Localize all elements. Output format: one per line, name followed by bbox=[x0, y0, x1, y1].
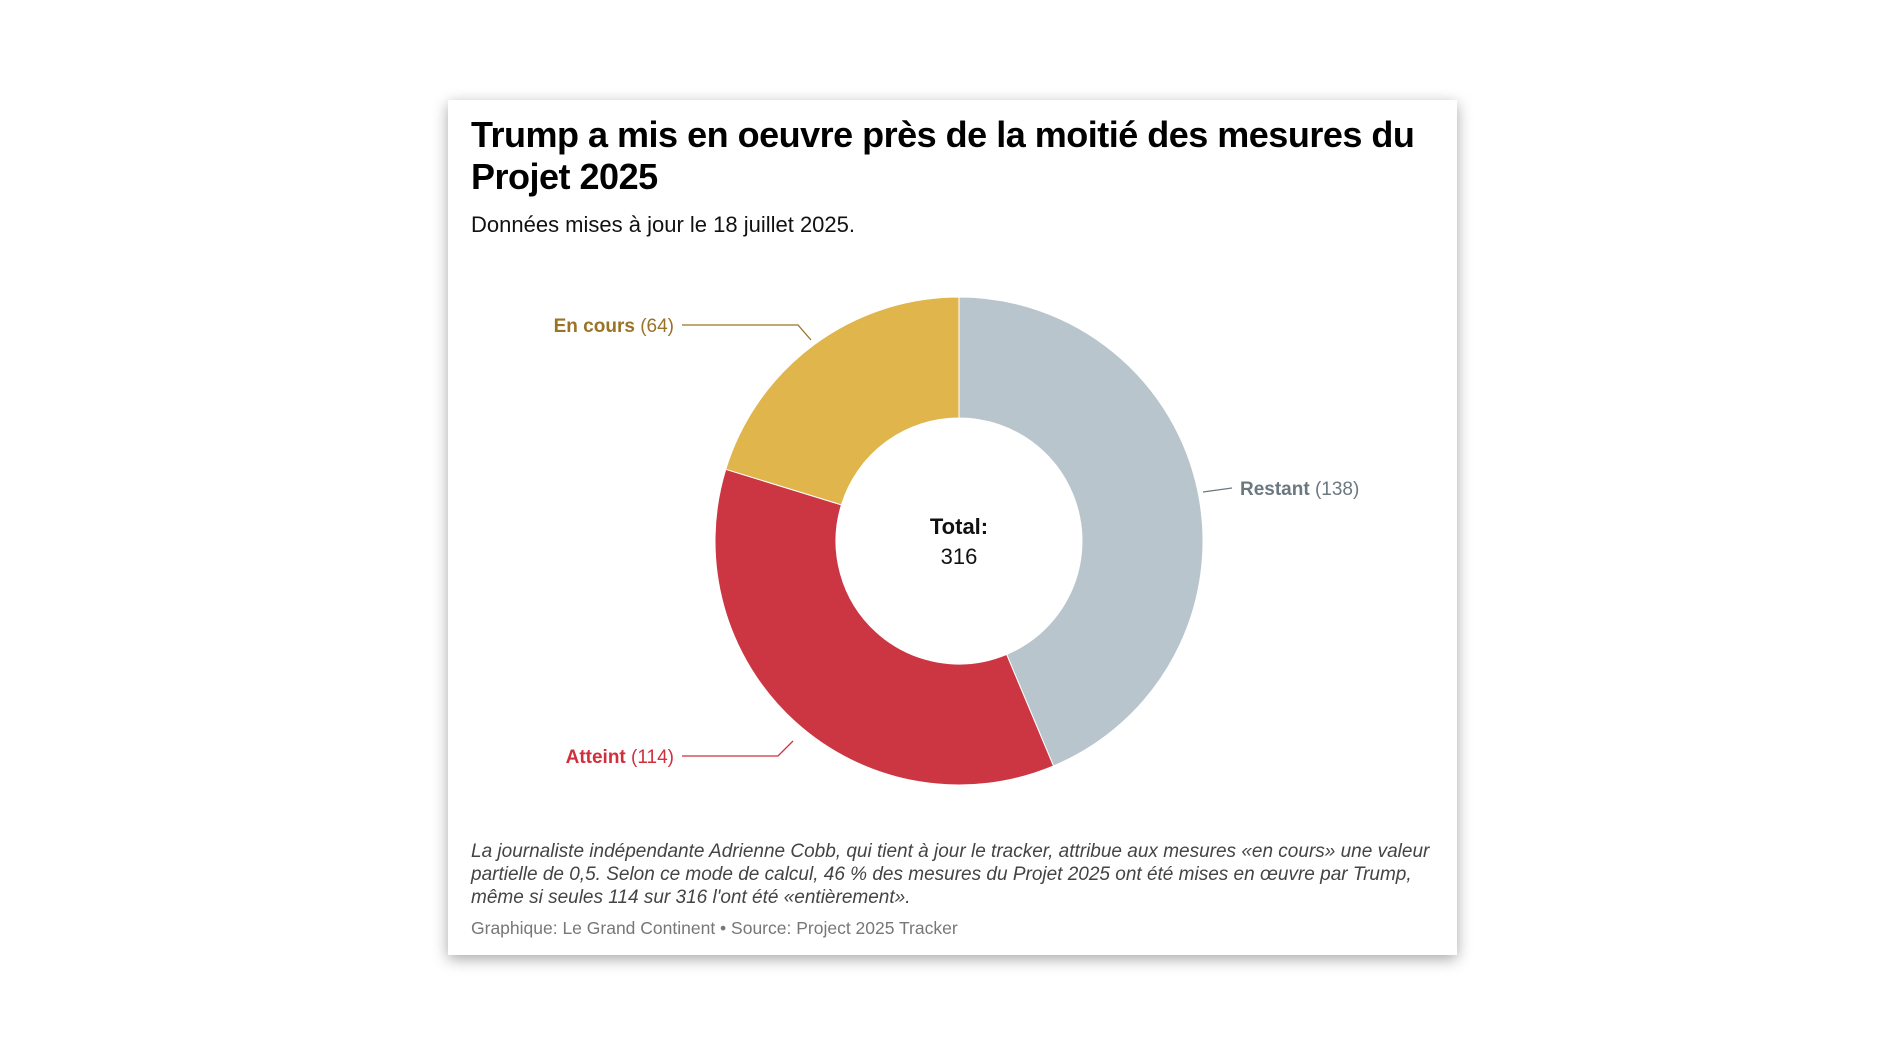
leader-line-restant bbox=[1202, 487, 1233, 493]
leader-line-atteint bbox=[682, 740, 794, 757]
slice-label-value: (114) bbox=[626, 747, 674, 768]
chart-card: Trump a mis en oeuvre près de la moitié … bbox=[448, 100, 1457, 955]
slice-label-name: Restant bbox=[1240, 479, 1310, 500]
leader-line-en-cours bbox=[682, 324, 812, 341]
slice-label-name: Atteint bbox=[566, 747, 627, 768]
center-total-value: 316 bbox=[941, 544, 978, 569]
slice-label-value: (138) bbox=[1310, 479, 1360, 500]
center-total-label: Total: bbox=[930, 514, 988, 539]
chart-title: Trump a mis en oeuvre près de la moitié … bbox=[471, 114, 1415, 197]
source-credit: Graphique: Le Grand Continent • Source: … bbox=[471, 918, 958, 938]
chart-subtitle: Données mises à jour le 18 juillet 2025. bbox=[471, 212, 856, 237]
slice-restant bbox=[958, 296, 1204, 767]
slice-atteint bbox=[714, 468, 1055, 786]
slice-label-name: En cours bbox=[554, 316, 635, 337]
slice-label-restant: Restant (138) bbox=[1240, 479, 1359, 500]
slice-label-value: (64) bbox=[635, 316, 674, 337]
slice-label-en-cours: En cours (64) bbox=[554, 316, 674, 337]
footnote: La journaliste indépendante Adrienne Cob… bbox=[471, 841, 1430, 908]
slice-label-atteint: Atteint (114) bbox=[566, 747, 674, 768]
donut-chart: Restant (138)Atteint (114)En cours (64) … bbox=[554, 296, 1359, 786]
slice-en-cours bbox=[725, 296, 960, 506]
